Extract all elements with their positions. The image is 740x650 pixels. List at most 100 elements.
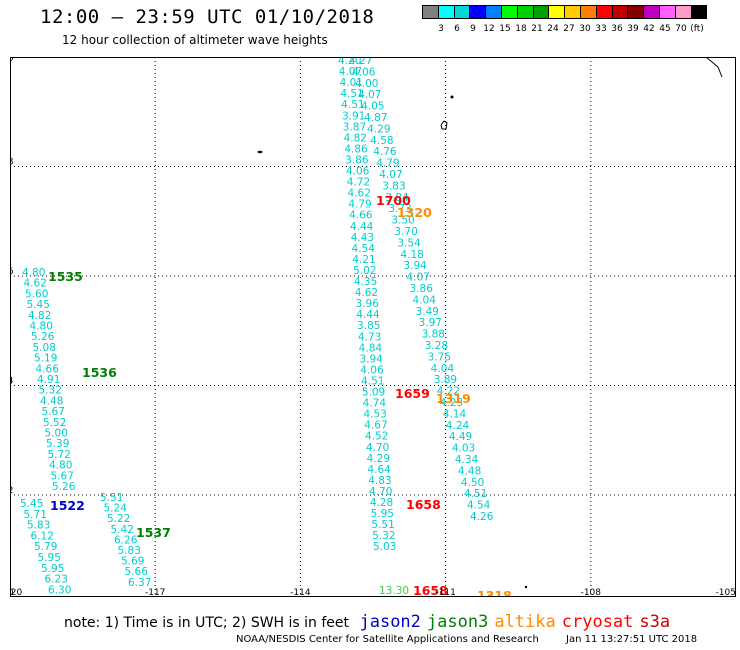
pass-time-label: 1318 [477, 588, 512, 597]
wave-height-value: 6.37 [128, 577, 151, 589]
wave-height-value: 4.72 [347, 177, 370, 189]
wave-height-value: 4.76 [373, 146, 397, 158]
axis-labels: -120 -117 -114 -111 -108 -105 20 18 16 14 12 10 [10, 57, 736, 597]
wave-height-value: 4.03 [452, 443, 475, 455]
wave-height-value: 3.73 [388, 203, 411, 215]
wave-height-value: 4.62 [348, 188, 371, 200]
legend-swatch [579, 5, 597, 19]
x-tick-label: -108 [581, 588, 602, 597]
legend-label: 45 [659, 24, 671, 34]
wave-height-value: 4.04 [413, 294, 437, 306]
wave-height-value: 4.58 [370, 135, 393, 147]
x-tick-label: -111 [435, 588, 455, 597]
wave-height-value: 4.27 [349, 57, 372, 67]
wave-height-value: 5.66 [125, 566, 149, 578]
pass-time-label: 1658 [413, 583, 448, 597]
wave-height-value: 6.23 [45, 574, 68, 586]
wave-height-value: 4.06 [360, 364, 384, 376]
x-tick-label: -105 [716, 588, 736, 597]
legend-label: 39 [627, 24, 639, 34]
wave-height-value: 5.45 [27, 299, 50, 311]
pass-time-label: 1320 [397, 205, 432, 220]
wave-height-value: 5.39 [46, 438, 69, 450]
wave-height-value: 4.91 [37, 374, 60, 386]
legend-swatch [611, 5, 629, 19]
island-small [524, 585, 528, 589]
wave-height-value: 4.23 [440, 397, 463, 409]
wave-height-value: 4.51 [341, 99, 364, 111]
wave-height-value: 5.52 [43, 417, 66, 429]
wave-height-value: 4.07 [358, 89, 381, 101]
wave-height-value: 3.86 [345, 154, 369, 166]
wave-height-value: 3.96 [356, 298, 380, 310]
footer-timestamp: Jan 11 13:27:51 UTC 2018 [566, 634, 698, 645]
wave-height-value: 4.44 [350, 221, 374, 233]
pass-time-label: 1535 [48, 269, 83, 284]
wave-height-value: 3.86 [410, 283, 434, 295]
legend-label: 21 [531, 24, 543, 34]
wave-height-value: 4.80 [49, 460, 72, 472]
wave-height-value: 5.08 [33, 342, 56, 354]
wave-height-value: 4.00 [355, 78, 378, 90]
map-title: 12:00 – 23:59 UTC 01/10/2018 [40, 6, 375, 28]
legend-label: 42 [643, 24, 655, 34]
wave-height-value: 3.94 [359, 353, 383, 365]
wave-height-value: 3.84 [385, 192, 409, 204]
island-clarion [440, 120, 448, 130]
satellite-list: jason2 jason3 altika cryosat s3a [353, 612, 670, 632]
wave-height-value: 4.29 [367, 453, 390, 465]
wave-height-value: 3.97 [419, 317, 442, 329]
wave-height-value: 5.95 [371, 508, 394, 520]
island-small [257, 150, 263, 154]
legend-swatch [627, 5, 645, 19]
wave-height-value: 4.51 [464, 488, 487, 500]
pass-time-label: 1522 [50, 498, 85, 513]
legend-label: (ft) [690, 24, 704, 34]
wave-height-value: 4.51 [340, 88, 363, 100]
y-tick-label: 20 [10, 57, 14, 64]
note-line: note: 1) Time is in UTC; 2) SWH is in fe… [64, 612, 670, 632]
wave-height-value: 4.82 [344, 132, 367, 144]
wave-height-value: 6.30 [48, 584, 71, 596]
coastline-segment [705, 57, 723, 78]
wave-height-value: 13.30 [379, 585, 409, 597]
wave-height-value: 5.22 [107, 513, 130, 525]
wave-height-value: 5.69 [121, 556, 144, 568]
wave-height-value: 4.48 [458, 465, 481, 477]
wave-height-value: 3.28 [425, 340, 448, 352]
legend-swatch [516, 5, 534, 19]
wave-height-value: 3.88 [422, 329, 445, 341]
legend-labels: 3 6 9 12 15 18 21 24 27 30 33 36 39 42 45 70 (ft) [422, 24, 740, 36]
wave-height-value: 4.20 [338, 57, 361, 67]
plot-border [10, 57, 736, 597]
wave-height-value: 5.42 [111, 524, 134, 536]
wave-height-value: 4.35 [354, 276, 377, 288]
wave-height-value: 4.80 [22, 267, 45, 279]
legend-label: 12 [483, 24, 495, 34]
legend-swatch [674, 5, 692, 19]
wave-height-value: 5.71 [24, 509, 47, 521]
legend-label: 3 [438, 24, 444, 34]
wave-height-value: 5.26 [52, 481, 76, 493]
pass-time-label: 1319 [436, 391, 471, 406]
pass-time-label: 1537 [136, 525, 171, 540]
wave-height-value: 4.26 [470, 511, 494, 523]
wave-height-value: 5.67 [51, 470, 74, 482]
pass-time-label: 1536 [82, 365, 117, 380]
wave-height-value: 4.54 [352, 243, 376, 255]
wave-height-value: 4.07 [379, 169, 402, 181]
legend-swatch [658, 5, 676, 19]
wave-height-value: 4.14 [443, 408, 467, 420]
legend-label: 30 [579, 24, 591, 34]
satellite-jason2: jason2 [359, 612, 421, 632]
y-tick-label: 16 [10, 267, 14, 277]
wave-height-value: 5.83 [27, 520, 50, 532]
wave-height-value: 4.48 [40, 395, 63, 407]
y-tick-label: 18 [10, 158, 14, 168]
wave-height-value: 3.87 [343, 121, 366, 133]
wave-height-value: 4.73 [358, 331, 381, 343]
wave-height-value: 5.95 [41, 563, 64, 575]
wave-height-value: 5.19 [34, 353, 57, 365]
wave-height-value: 4.34 [455, 454, 479, 466]
wave-height-value: 4.21 [352, 254, 375, 266]
